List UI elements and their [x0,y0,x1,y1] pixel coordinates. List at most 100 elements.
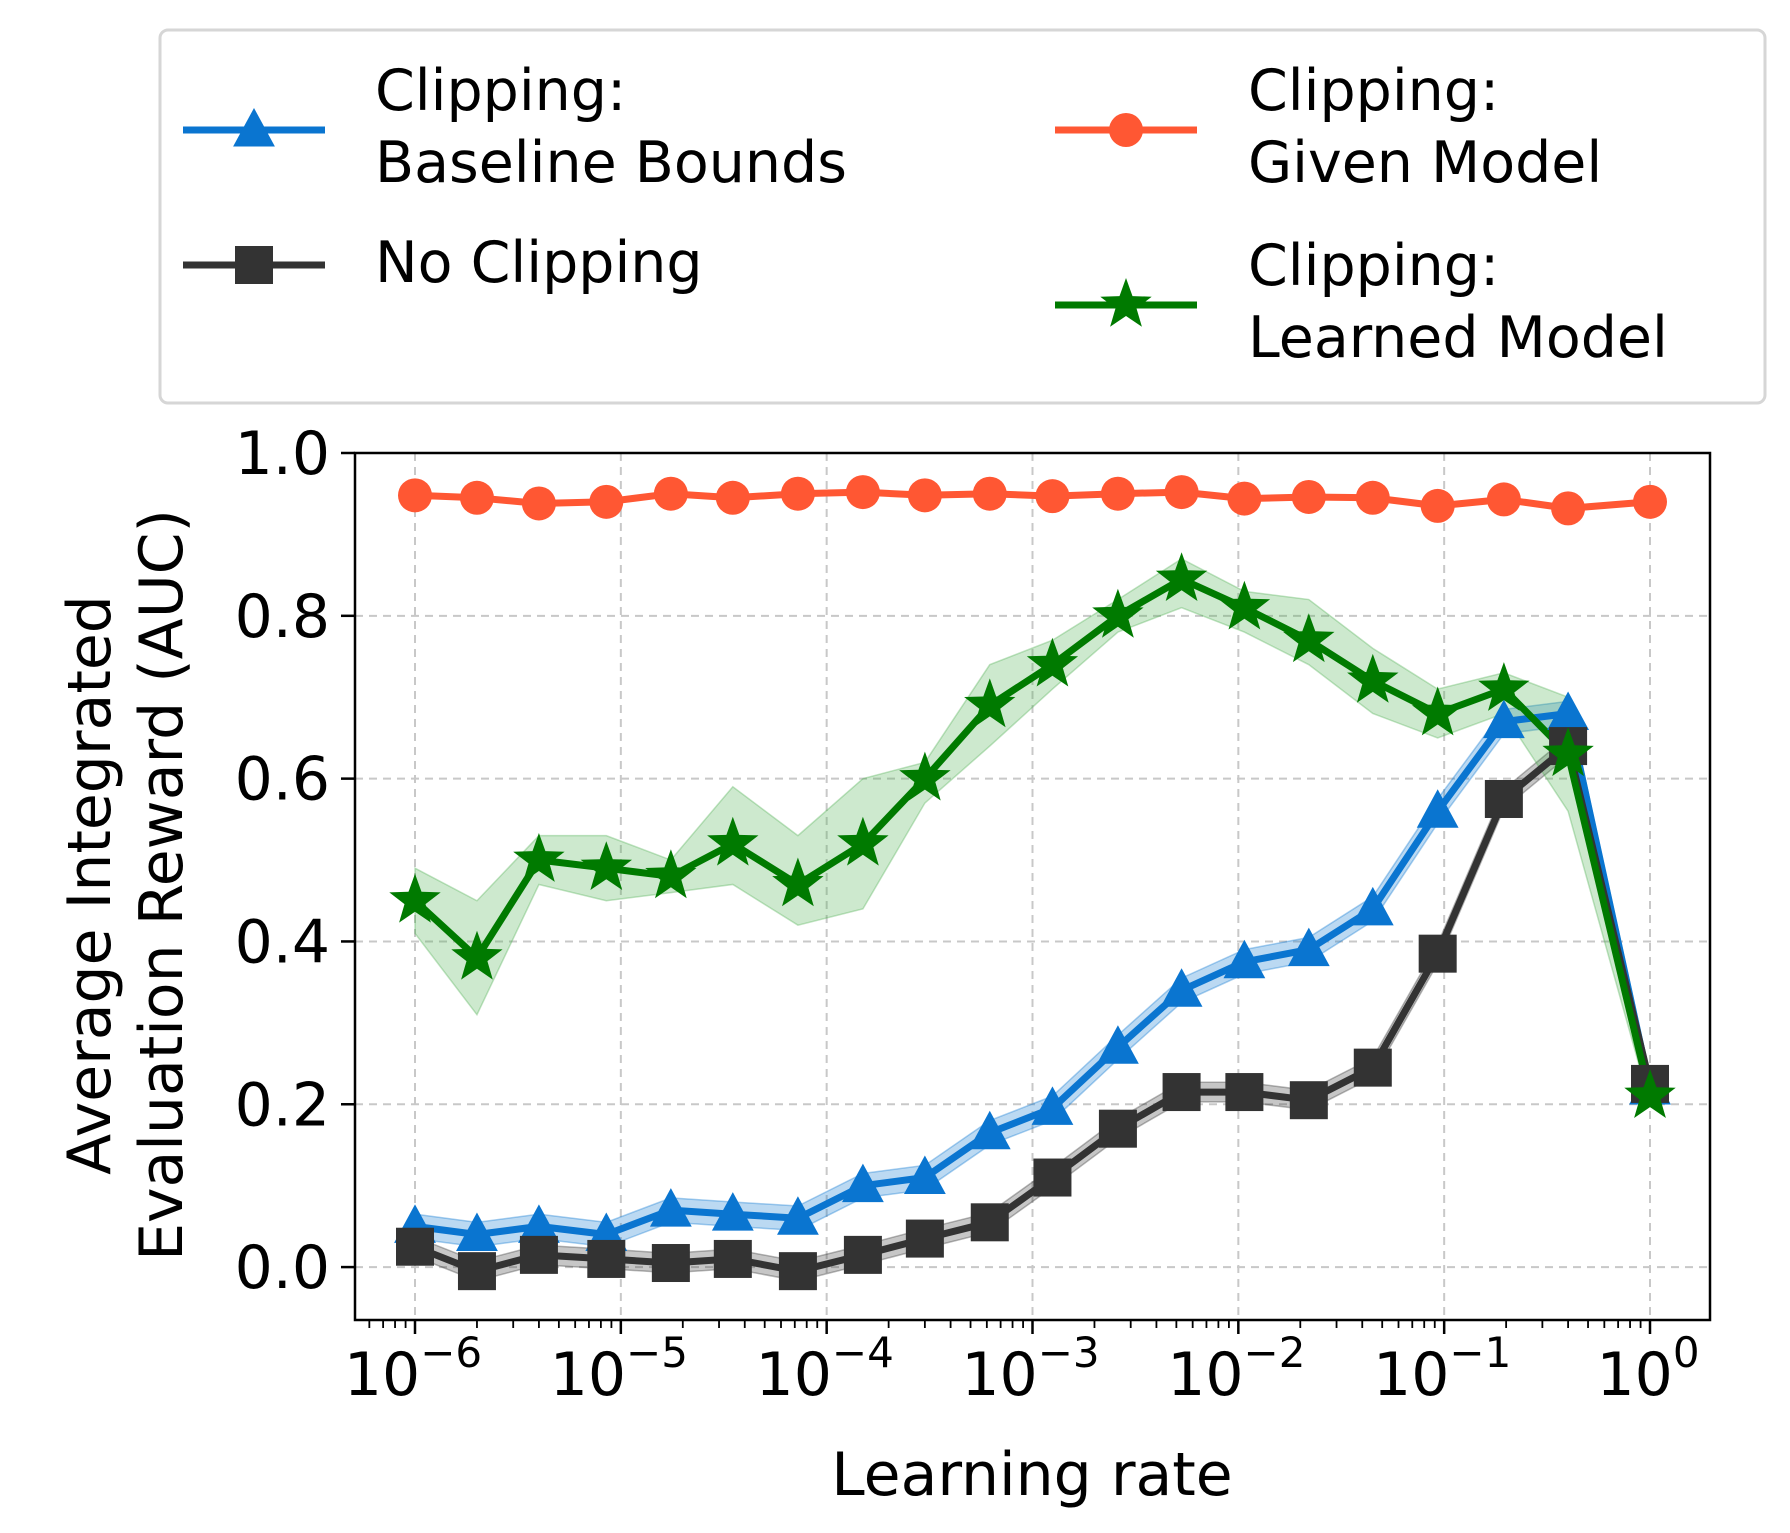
data-point-1-8 [905,1219,944,1258]
x-tick-label: 10−1 [1373,1328,1511,1410]
plot-area: 10−6 10−5 10−4 10−3 10−2 10−1 100 0.0 0.2 0.4 0.6… [235,419,1712,1410]
data-point-2-5 [715,480,750,515]
y-tick-label: 0.6 [235,745,330,815]
data-point-1-11 [1098,1109,1137,1148]
legend-label-2-1: Given Model [1248,130,1602,196]
legend-marker-0 [233,108,275,147]
data-point-2-1 [459,480,494,515]
data-point-2-2 [521,486,556,521]
data-point-3-16 [1412,686,1464,736]
data-point-0-13 [1223,939,1266,979]
data-point-3-2 [513,833,565,882]
data-point-1-6 [778,1252,817,1291]
data-point-2-16 [1420,488,1455,523]
data-point-3-18 [1542,727,1594,777]
data-point-1-12 [1162,1073,1201,1112]
data-point-2-9 [972,476,1007,511]
data-point-2-8 [907,478,942,513]
data-point-2-17 [1486,482,1521,517]
data-point-3-8 [899,751,951,801]
data-point-3-6 [772,857,824,907]
data-point-0-11 [1097,1025,1139,1064]
data-point-3-5 [707,816,759,866]
legend-entry-2: Clipping:Given Model [1055,58,1602,196]
data-point-1-4 [651,1244,690,1283]
data-point-0-1 [456,1212,498,1252]
data-point-3-3 [580,841,632,890]
y-tick-label: 0.8 [235,582,330,652]
data-point-1-13 [1225,1073,1264,1112]
data-point-3-19 [1624,1069,1676,1118]
data-point-3-1 [451,930,503,980]
data-point-2-12 [1164,475,1199,510]
legend-label-2-0: Clipping: [1248,58,1499,124]
data-point-1-14 [1289,1081,1328,1120]
data-point-2-4 [653,476,688,511]
data-point-3-14 [1283,613,1335,663]
data-point-2-0 [398,478,432,513]
data-point-3-11 [1092,588,1144,638]
data-point-3-9 [964,678,1016,728]
data-point-2-3 [589,484,624,519]
data-point-0-15 [1351,886,1394,926]
legend-label-3-1: Learned Model [1248,305,1668,371]
data-point-3-7 [837,816,889,866]
data-point-0-5 [711,1192,754,1231]
y-tick-label: 1.0 [235,419,330,489]
data-point-1-9 [970,1203,1009,1242]
legend-label-3-0: Clipping: [1248,233,1499,299]
legend-label-0-0: Clipping: [375,58,626,124]
legend-marker-1 [235,246,273,284]
x-tick-label: 10−4 [756,1328,894,1410]
legend-entry-3: Clipping:Learned Model [1055,233,1668,371]
data-point-1-3 [587,1239,626,1278]
x-tick-label: 10−5 [550,1328,688,1410]
data-point-0-9 [968,1110,1011,1150]
data-point-1-15 [1353,1048,1392,1087]
data-point-2-18 [1551,491,1586,526]
data-point-3-4 [645,849,697,899]
data-point-0-4 [649,1188,692,1227]
data-point-0-7 [842,1163,884,1203]
data-point-1-7 [843,1235,882,1274]
data-point-2-19 [1633,484,1667,519]
x-tick-label: 10−3 [961,1328,1099,1410]
y-axis-label-line-1: Average Integrated [55,595,125,1175]
data-point-1-2 [519,1235,558,1274]
data-point-2-13 [1227,481,1262,516]
data-point-1-5 [713,1239,752,1278]
data-point-2-7 [845,475,880,510]
data-point-3-0 [389,873,441,923]
x-tick-label: 10−6 [344,1328,482,1410]
legend-marker-2 [1109,113,1143,147]
data-point-3-12 [1155,552,1208,601]
data-point-2-15 [1355,480,1390,515]
y-tick-label: 0.4 [235,907,330,977]
data-point-0-6 [777,1196,819,1235]
data-point-2-10 [1035,479,1070,514]
data-point-0-18 [1547,691,1589,731]
data-point-3-15 [1347,653,1399,703]
x-tick-label: 100 [1596,1328,1699,1410]
x-tick-label: 10−2 [1167,1328,1305,1410]
legend-label-0-1: Baseline Bounds [375,130,847,196]
legend-entry-0: Clipping:Baseline Bounds [183,58,847,196]
data-point-1-0 [396,1227,434,1266]
data-point-2-6 [780,476,815,511]
data-point-0-12 [1160,968,1203,1007]
data-point-1-17 [1484,779,1523,818]
data-point-0-16 [1416,789,1459,828]
data-point-2-14 [1291,479,1326,514]
data-point-2-11 [1100,476,1135,511]
data-point-1-10 [1033,1158,1072,1197]
data-point-3-17 [1478,662,1530,711]
data-point-1-16 [1418,934,1457,973]
data-point-1-1 [457,1252,496,1291]
legend-marker-3 [1100,278,1152,327]
data-point-3-13 [1218,580,1271,630]
data-point-0-14 [1287,927,1330,967]
data-point-0-2 [518,1204,560,1243]
data-point-0-17 [1482,699,1525,739]
legend-frame [158,28,1767,405]
